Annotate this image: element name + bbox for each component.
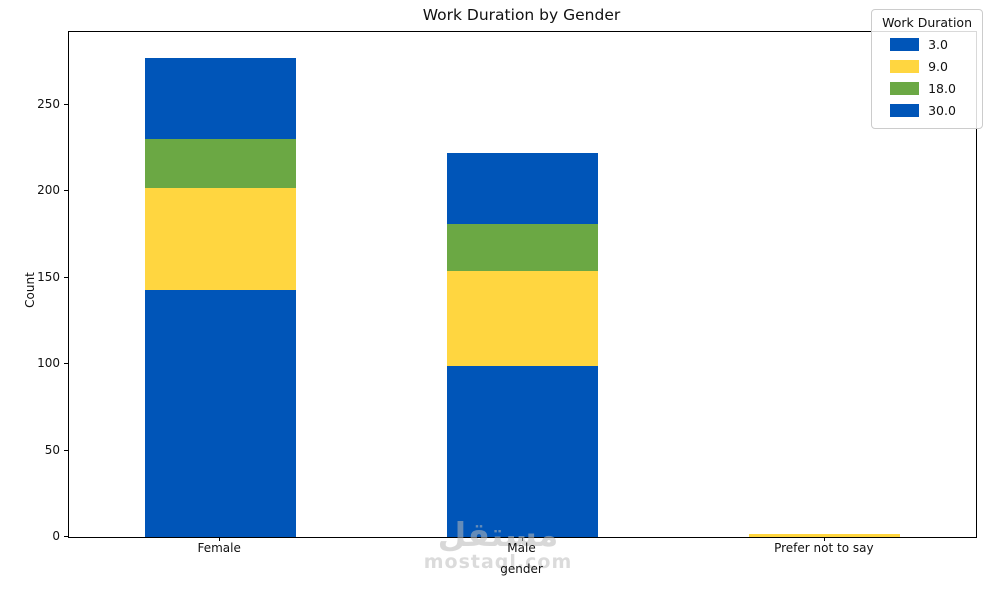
bar-segment-9.0 [749,533,901,537]
x-tick-label: Female [197,541,241,555]
legend-label: 18.0 [928,80,956,96]
legend-entry: 9.0 [882,55,972,77]
bar-segment-9.0 [447,270,598,366]
y-tick-label: 50 [44,442,60,457]
x-tick-label: Prefer not to say [774,541,874,555]
bar-segment-30.0 [447,153,598,224]
legend-entry: 30.0 [882,99,972,121]
legend-label: 9.0 [928,58,948,74]
bar-female [144,57,296,537]
y-tick-mark [64,449,68,451]
bar-segment-18.0 [144,139,296,188]
y-tick-label: 0 [52,529,60,543]
legend-title: Work Duration [882,15,972,30]
bar-segment-30.0 [144,57,296,140]
legend-swatch [890,37,920,51]
legend-swatch [890,103,920,117]
y-tick-mark [64,276,68,278]
x-tick-mark [521,537,523,541]
plot-area [68,31,977,538]
y-tick-mark [64,363,68,365]
y-tick-label: 150 [37,269,60,284]
legend-swatch [890,81,920,95]
bar-segment-9.0 [144,187,296,290]
legend: Work Duration 3.0 9.0 18.0 30.0 [871,9,983,129]
legend-entry: 3.0 [882,33,972,55]
legend-entries: 3.0 9.0 18.0 30.0 [882,33,972,121]
y-tick-mark [64,103,68,105]
y-tick-mark [64,536,68,537]
legend-label: 3.0 [928,36,948,52]
legend-entry: 18.0 [882,77,972,99]
y-tick-mark [64,190,68,192]
bar-male [447,153,598,537]
y-tick-label: 250 [37,96,60,111]
legend-swatch [890,59,920,73]
x-axis-label: gender [500,562,543,576]
bar-segment-3.0 [447,365,598,537]
x-tick-mark [219,537,221,541]
bar-segment-18.0 [447,223,598,271]
bar-segment-3.0 [144,289,296,537]
chart-title: Work Duration by Gender [422,6,621,24]
x-tick-label: Male [507,541,536,555]
legend-label: 30.0 [928,102,956,118]
bar-prefer-not-to-say [749,533,901,537]
x-tick-mark [823,537,825,541]
y-tick-label: 200 [37,183,60,198]
y-tick-label: 100 [37,356,60,371]
